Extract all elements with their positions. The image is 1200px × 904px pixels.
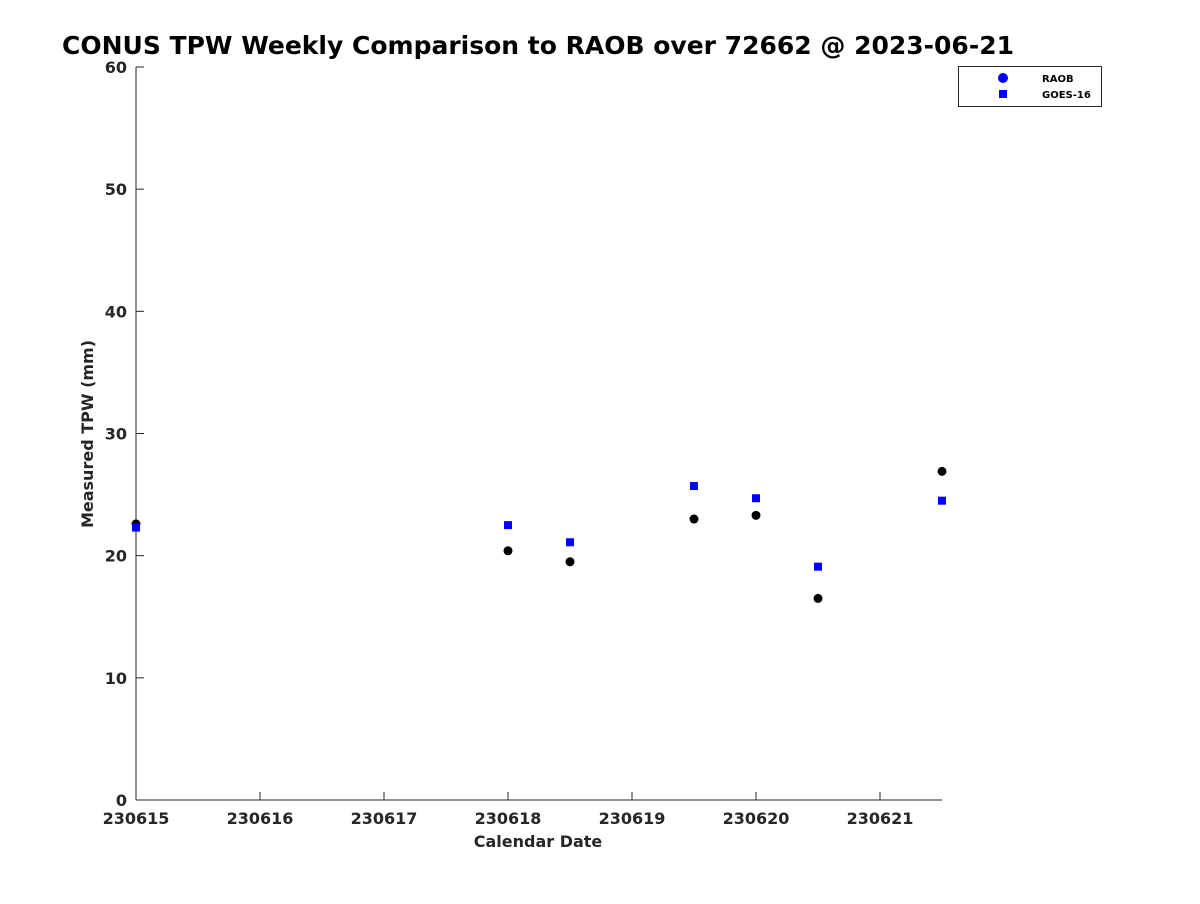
- goes16-point: [504, 521, 512, 530]
- raob-point: [565, 557, 575, 567]
- x-tick-label: 230618: [475, 809, 542, 828]
- x-tick-label: 230617: [351, 809, 418, 828]
- x-ticks: 230615 230616 230617 230618 230619 230620 2306…: [103, 792, 914, 828]
- y-tick-label: 30: [105, 425, 127, 444]
- x-tick-label: 230619: [599, 809, 666, 828]
- legend-raob-marker: [998, 73, 1008, 83]
- axes: [135, 67, 942, 801]
- y-tick-label: 20: [105, 547, 127, 566]
- goes16-point: [132, 523, 140, 532]
- series-goes-16: [132, 482, 946, 571]
- chart-title: CONUS TPW Weekly Comparison to RAOB over…: [62, 31, 1014, 60]
- series-raob: [131, 466, 947, 603]
- x-tick-label: 230620: [723, 809, 790, 828]
- y-tick-label: 0: [116, 791, 127, 810]
- goes16-point: [566, 538, 574, 547]
- raob-point: [751, 510, 761, 520]
- legend-entries: RAOB GOES-16: [998, 73, 1091, 101]
- raob-point: [503, 546, 513, 556]
- data-series: [131, 466, 947, 603]
- goes16-point: [938, 496, 946, 505]
- legend: RAOB GOES-16: [958, 66, 1102, 107]
- y-tick-label: 60: [105, 58, 127, 77]
- x-tick-label: 230616: [227, 809, 294, 828]
- raob-point: [937, 466, 947, 476]
- raob-point: [813, 593, 823, 603]
- raob-point: [689, 514, 699, 524]
- y-ticks: 0 10 20 30 40 50 60: [105, 58, 144, 810]
- x-tick-label: 230621: [847, 809, 914, 828]
- legend-box: [958, 66, 1102, 107]
- y-tick-label: 40: [105, 302, 127, 321]
- x-axis-label: Calendar Date: [474, 832, 603, 851]
- legend-label: RAOB: [1042, 74, 1074, 85]
- goes16-point: [690, 482, 698, 491]
- x-tick-label: 230615: [103, 809, 170, 828]
- goes16-point: [752, 494, 760, 503]
- y-tick-label: 50: [105, 180, 127, 199]
- legend-label: GOES-16: [1042, 90, 1091, 101]
- y-tick-label: 10: [105, 669, 127, 688]
- y-axis-label: Measured TPW (mm): [78, 340, 97, 528]
- goes16-point: [814, 562, 822, 571]
- legend-goes16-marker: [999, 90, 1007, 98]
